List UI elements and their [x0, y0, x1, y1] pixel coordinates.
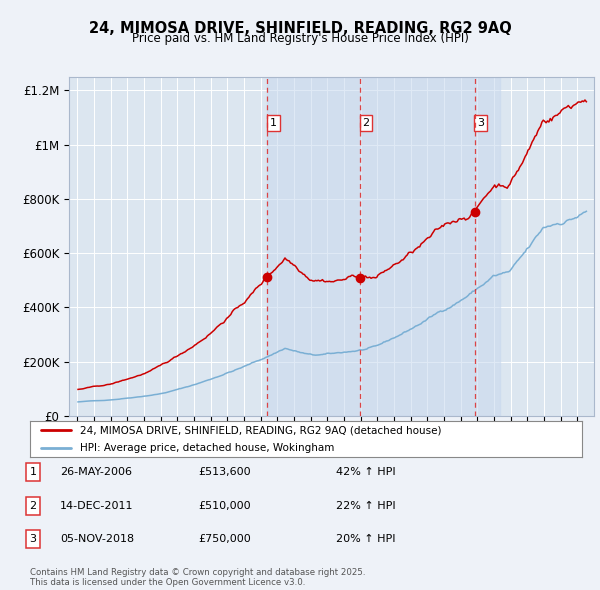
Text: 14-DEC-2011: 14-DEC-2011 — [60, 501, 133, 510]
Text: £510,000: £510,000 — [198, 501, 251, 510]
Text: 20% ↑ HPI: 20% ↑ HPI — [336, 535, 395, 544]
Text: 24, MIMOSA DRIVE, SHINFIELD, READING, RG2 9AQ (detached house): 24, MIMOSA DRIVE, SHINFIELD, READING, RG… — [80, 425, 441, 435]
Text: 3: 3 — [29, 535, 37, 544]
Text: 42% ↑ HPI: 42% ↑ HPI — [336, 467, 395, 477]
Text: £750,000: £750,000 — [198, 535, 251, 544]
Text: 2: 2 — [29, 501, 37, 510]
Bar — [268, 77, 500, 416]
Text: 05-NOV-2018: 05-NOV-2018 — [60, 535, 134, 544]
Text: 1: 1 — [270, 118, 277, 128]
Text: 3: 3 — [477, 118, 484, 128]
Text: £513,600: £513,600 — [198, 467, 251, 477]
Text: 1: 1 — [29, 467, 37, 477]
Text: Price paid vs. HM Land Registry's House Price Index (HPI): Price paid vs. HM Land Registry's House … — [131, 32, 469, 45]
Text: 24, MIMOSA DRIVE, SHINFIELD, READING, RG2 9AQ: 24, MIMOSA DRIVE, SHINFIELD, READING, RG… — [89, 21, 511, 35]
Text: HPI: Average price, detached house, Wokingham: HPI: Average price, detached house, Woki… — [80, 442, 334, 453]
Text: 26-MAY-2006: 26-MAY-2006 — [60, 467, 132, 477]
Text: 22% ↑ HPI: 22% ↑ HPI — [336, 501, 395, 510]
Text: 2: 2 — [362, 118, 370, 128]
Text: Contains HM Land Registry data © Crown copyright and database right 2025.
This d: Contains HM Land Registry data © Crown c… — [30, 568, 365, 587]
